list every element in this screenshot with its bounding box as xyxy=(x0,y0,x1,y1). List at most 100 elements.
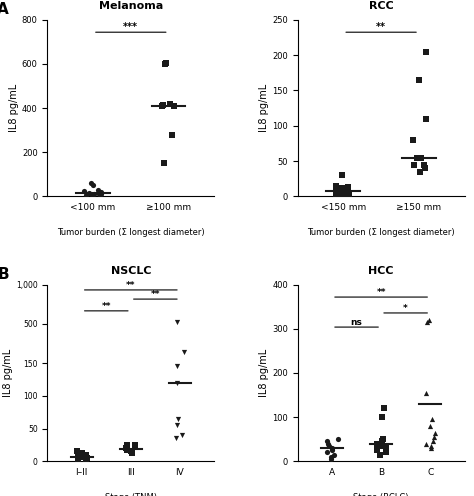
Point xyxy=(332,182,339,190)
Point xyxy=(421,164,428,172)
Text: *: * xyxy=(403,304,408,313)
Point xyxy=(168,130,176,138)
Title: NSCLC: NSCLC xyxy=(110,265,151,276)
Point xyxy=(324,439,331,447)
Point xyxy=(409,136,417,144)
Point xyxy=(380,404,388,412)
Point xyxy=(88,179,95,187)
Point xyxy=(416,168,423,176)
Point xyxy=(332,187,339,195)
Point xyxy=(178,431,185,439)
Point xyxy=(340,187,347,195)
Title: Melanoma: Melanoma xyxy=(99,0,163,11)
Point xyxy=(77,453,85,461)
Text: B: B xyxy=(0,267,9,282)
Point xyxy=(127,447,135,455)
Point xyxy=(90,190,98,198)
Text: **: ** xyxy=(126,281,136,290)
Point xyxy=(379,435,387,443)
Point xyxy=(173,317,181,325)
Point xyxy=(166,100,174,108)
Point xyxy=(341,186,348,193)
Point xyxy=(328,455,335,463)
Point xyxy=(431,429,439,436)
Point xyxy=(173,379,181,387)
Point xyxy=(338,171,346,179)
Point xyxy=(423,318,431,326)
Point xyxy=(170,102,177,110)
Point xyxy=(82,451,90,459)
Point xyxy=(162,59,170,67)
Point xyxy=(430,437,438,445)
Point xyxy=(382,444,389,452)
Point xyxy=(326,442,333,450)
Point xyxy=(173,421,181,429)
Point xyxy=(89,182,97,189)
Y-axis label: IL8 pg/mL: IL8 pg/mL xyxy=(9,84,19,132)
Point xyxy=(86,189,93,197)
Point xyxy=(122,444,130,452)
Point xyxy=(82,455,90,463)
Y-axis label: IL8 pg/mL: IL8 pg/mL xyxy=(3,349,13,397)
Point xyxy=(161,60,169,68)
Point xyxy=(88,190,95,198)
Point xyxy=(327,453,335,461)
Title: RCC: RCC xyxy=(369,0,393,11)
Point xyxy=(428,444,435,452)
Point xyxy=(425,316,433,324)
Point xyxy=(422,389,430,397)
Point xyxy=(415,76,423,84)
Text: **: ** xyxy=(151,290,160,299)
Point xyxy=(97,190,105,198)
Point xyxy=(173,434,180,442)
Point xyxy=(422,439,429,447)
Point xyxy=(83,454,91,462)
Point xyxy=(376,451,384,459)
Point xyxy=(341,189,348,197)
Point xyxy=(328,444,336,452)
Point xyxy=(420,161,428,169)
Point xyxy=(173,363,181,371)
Point xyxy=(181,348,188,356)
Point xyxy=(78,449,86,457)
Point xyxy=(428,415,436,423)
Point xyxy=(332,190,340,198)
Point xyxy=(422,48,429,56)
Point xyxy=(344,183,351,191)
Point xyxy=(382,448,390,456)
Point xyxy=(335,186,342,193)
Point xyxy=(417,154,424,162)
Point xyxy=(333,191,341,199)
Point xyxy=(81,187,88,195)
Point xyxy=(337,187,345,195)
Point xyxy=(427,442,435,450)
Point xyxy=(344,188,351,196)
Point xyxy=(373,439,381,447)
Point xyxy=(128,449,136,457)
Point xyxy=(324,437,331,445)
Point xyxy=(160,159,168,167)
X-axis label: Tumor burden (Σ longest diameter): Tumor burden (Σ longest diameter) xyxy=(57,228,205,237)
Point xyxy=(95,190,103,198)
Point xyxy=(82,191,90,199)
X-axis label: Stage (BCLC): Stage (BCLC) xyxy=(353,493,409,496)
Point xyxy=(330,451,338,459)
Point xyxy=(339,189,346,197)
Point xyxy=(379,442,387,450)
Point xyxy=(410,161,418,169)
Point xyxy=(94,186,101,194)
Point xyxy=(74,455,82,463)
Point xyxy=(73,447,81,455)
Point xyxy=(379,437,386,445)
Point xyxy=(323,448,331,456)
Point xyxy=(426,422,434,430)
Point xyxy=(328,446,336,454)
Text: **: ** xyxy=(376,288,386,297)
Point xyxy=(74,452,82,460)
Point xyxy=(430,433,438,441)
Point xyxy=(124,445,131,453)
Point xyxy=(374,446,381,454)
Point xyxy=(123,441,131,449)
X-axis label: Stage (TNM): Stage (TNM) xyxy=(105,493,157,496)
Point xyxy=(338,184,346,192)
